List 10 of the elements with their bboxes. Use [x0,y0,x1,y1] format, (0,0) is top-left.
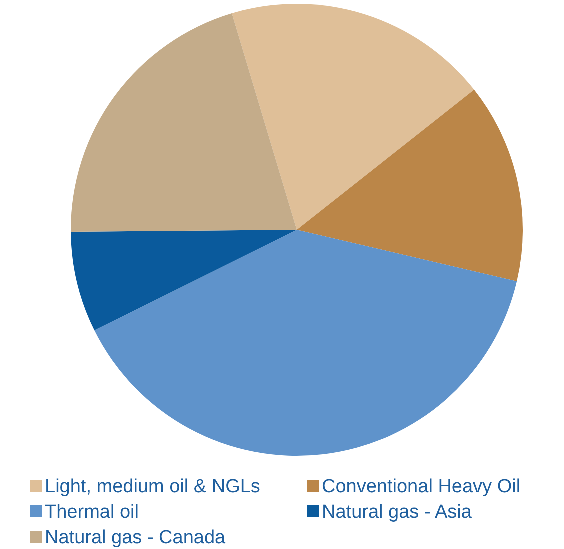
legend-label: Natural gas - Canada [45,528,226,549]
pie-slice [71,230,297,331]
legend-label: Thermal oil [45,502,139,524]
pie-slice [297,90,523,282]
pie-slice [94,230,518,456]
pie-slice [71,14,297,232]
legend-label: Natural gas - Asia [322,502,472,524]
legend-label: Light, medium oil & NGLs [45,476,260,498]
legend-label: Conventional Heavy Oil [322,476,521,498]
pie-slice [232,4,474,230]
